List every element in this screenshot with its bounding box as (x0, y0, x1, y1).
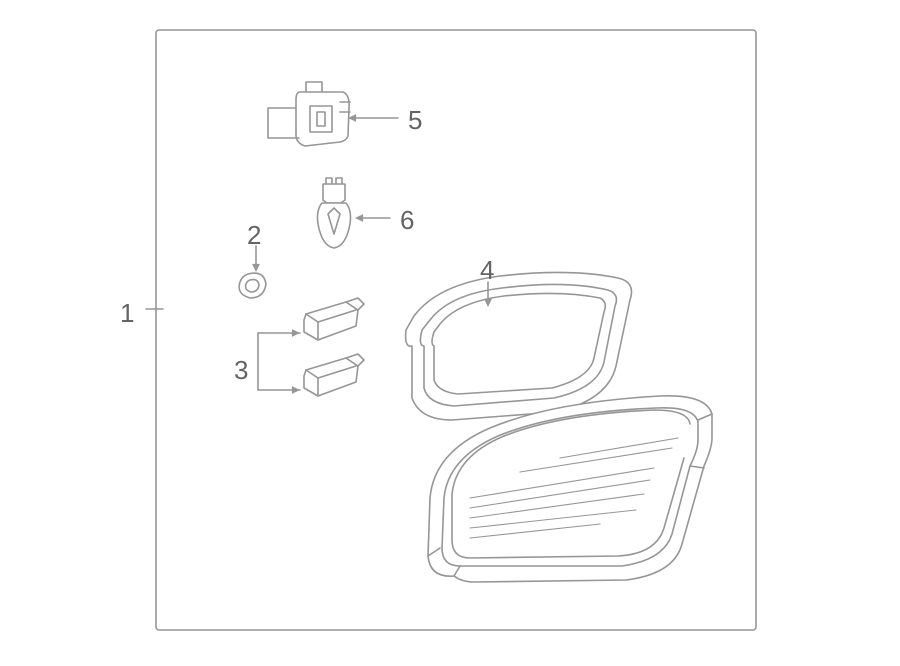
callout-6 (355, 214, 390, 222)
callout-label-6: 6 (400, 205, 414, 236)
part-bulb (318, 178, 351, 248)
callout-label-4: 4 (480, 255, 494, 286)
callout-3 (258, 329, 300, 394)
part-grommet (239, 273, 266, 298)
callout-label-1: 1 (120, 298, 134, 329)
callout-5 (348, 114, 398, 122)
part-gasket (406, 272, 632, 420)
callout-label-5: 5 (408, 105, 422, 136)
part-socket (268, 82, 350, 146)
callout-label-3: 3 (234, 355, 248, 386)
part-clips (304, 298, 364, 396)
diagram-stage: 1 2 3 4 5 6 (0, 0, 900, 661)
callout-label-2: 2 (247, 220, 261, 251)
diagram-svg (0, 0, 900, 661)
part-lens (428, 396, 712, 582)
